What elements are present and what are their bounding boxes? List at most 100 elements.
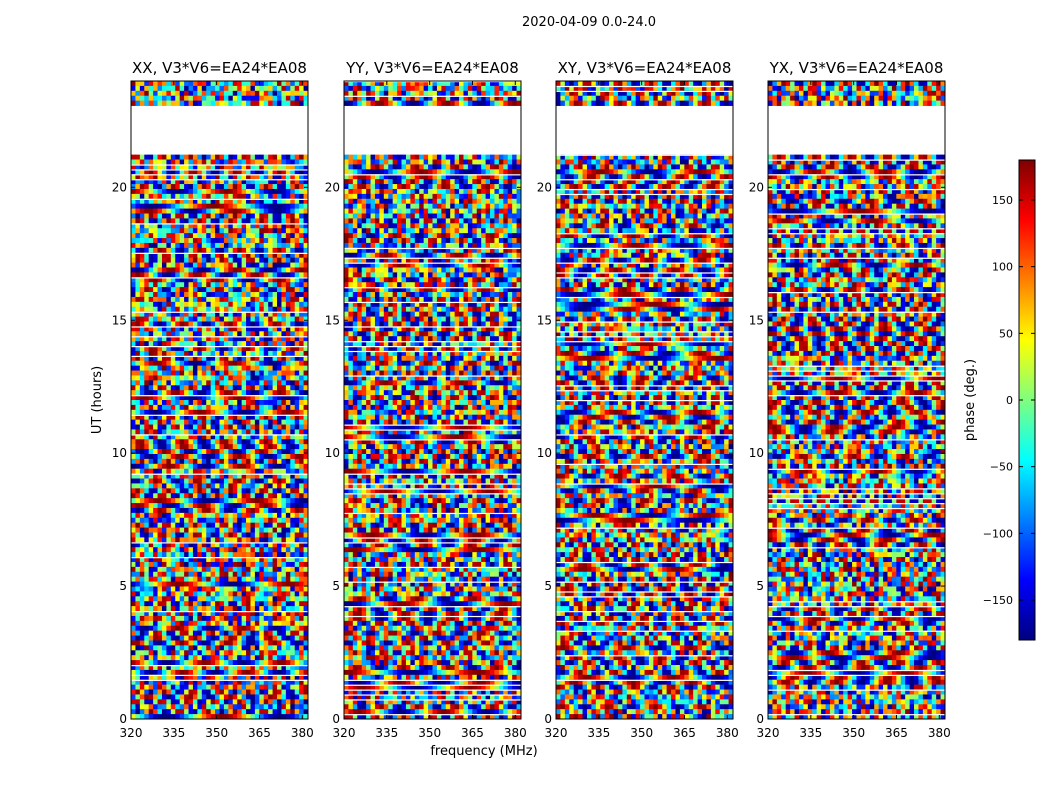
heatmap-cell bbox=[281, 233, 286, 238]
heatmap-cell bbox=[246, 292, 251, 297]
heatmap-cell bbox=[299, 160, 304, 165]
heatmap-cell bbox=[228, 101, 233, 106]
heatmap-cell bbox=[277, 282, 282, 287]
heatmap-cell bbox=[189, 287, 194, 292]
heatmap-cell bbox=[250, 282, 255, 287]
heatmap-cell bbox=[228, 302, 233, 307]
heatmap-cell bbox=[206, 272, 211, 277]
heatmap-cell bbox=[242, 160, 247, 165]
heatmap-cell bbox=[189, 194, 194, 199]
heatmap-cell bbox=[171, 341, 176, 346]
heatmap-cell bbox=[281, 272, 286, 277]
heatmap-cell bbox=[290, 331, 295, 336]
heatmap-cell bbox=[299, 258, 304, 263]
heatmap-cell bbox=[184, 184, 189, 189]
heatmap-cell bbox=[233, 272, 238, 277]
heatmap-cell bbox=[166, 243, 171, 248]
heatmap-cell bbox=[193, 258, 198, 263]
heatmap-cell bbox=[273, 214, 278, 219]
heatmap-cell bbox=[220, 385, 225, 390]
heatmap-cell bbox=[193, 287, 198, 292]
heatmap-cell bbox=[277, 263, 282, 268]
heatmap-cell bbox=[158, 194, 163, 199]
heatmap-cell bbox=[153, 248, 158, 253]
heatmap-cell bbox=[135, 341, 140, 346]
heatmap-cell bbox=[228, 380, 233, 385]
heatmap-cell bbox=[149, 292, 154, 297]
heatmap-cell bbox=[268, 214, 273, 219]
heatmap-cell bbox=[158, 214, 163, 219]
heatmap-cell bbox=[184, 287, 189, 292]
heatmap-cell bbox=[224, 341, 229, 346]
heatmap-cell bbox=[242, 233, 247, 238]
heatmap-cell bbox=[189, 380, 194, 385]
heatmap-cell bbox=[224, 238, 229, 243]
heatmap-cell bbox=[246, 302, 251, 307]
heatmap-cell bbox=[189, 233, 194, 238]
heatmap-cell bbox=[149, 375, 154, 380]
heatmap-cell bbox=[242, 194, 247, 199]
heatmap-cell bbox=[250, 96, 255, 101]
heatmap-cell bbox=[211, 248, 216, 253]
heatmap-cell bbox=[242, 238, 247, 243]
heatmap-cell bbox=[281, 341, 286, 346]
row-gap bbox=[131, 164, 308, 165]
heatmap-cell bbox=[135, 184, 140, 189]
heatmap-cell bbox=[144, 204, 149, 209]
heatmap-cell bbox=[197, 287, 202, 292]
heatmap-cell bbox=[144, 258, 149, 263]
heatmap-cell bbox=[237, 194, 242, 199]
heatmap-cell bbox=[250, 189, 255, 194]
heatmap-cell bbox=[140, 351, 145, 356]
heatmap-cell bbox=[140, 204, 145, 209]
heatmap-cell bbox=[206, 233, 211, 238]
heatmap-cell bbox=[250, 81, 255, 86]
heatmap-cell bbox=[242, 375, 247, 380]
heatmap-cell bbox=[228, 341, 233, 346]
heatmap-cell bbox=[224, 194, 229, 199]
heatmap-cell bbox=[255, 267, 260, 272]
heatmap-cell bbox=[144, 272, 149, 277]
heatmap-cell bbox=[166, 287, 171, 292]
heatmap-cell bbox=[193, 321, 198, 326]
heatmap-cell bbox=[166, 272, 171, 277]
heatmap-cell bbox=[273, 184, 278, 189]
heatmap-cell bbox=[175, 307, 180, 312]
heatmap-cell bbox=[158, 287, 163, 292]
heatmap-cell bbox=[166, 302, 171, 307]
heatmap-cell bbox=[281, 189, 286, 194]
heatmap-cell bbox=[220, 214, 225, 219]
heatmap-cell bbox=[295, 351, 300, 356]
heatmap-cell bbox=[149, 228, 154, 233]
heatmap-cell bbox=[215, 238, 220, 243]
heatmap-cell bbox=[144, 184, 149, 189]
heatmap-cell bbox=[175, 366, 180, 371]
heatmap-cell bbox=[290, 81, 295, 86]
heatmap-cell bbox=[277, 307, 282, 312]
heatmap-cell bbox=[295, 297, 300, 302]
heatmap-cell bbox=[184, 228, 189, 233]
heatmap-cell bbox=[250, 341, 255, 346]
row-gap bbox=[131, 169, 308, 170]
heatmap-cell bbox=[202, 263, 207, 268]
heatmap-cell bbox=[295, 287, 300, 292]
heatmap-cell bbox=[206, 228, 211, 233]
heatmap-cell bbox=[158, 307, 163, 312]
heatmap-cell bbox=[215, 317, 220, 322]
heatmap-cell bbox=[184, 189, 189, 194]
heatmap-cell bbox=[162, 297, 167, 302]
heatmap-cell bbox=[175, 160, 180, 165]
heatmap-cell bbox=[211, 272, 216, 277]
heatmap-cell bbox=[144, 96, 149, 101]
heatmap-cell bbox=[180, 272, 185, 277]
heatmap-cell bbox=[220, 258, 225, 263]
heatmap-cell bbox=[193, 189, 198, 194]
heatmap-cell bbox=[295, 366, 300, 371]
heatmap-cell bbox=[197, 263, 202, 268]
heatmap-cell bbox=[153, 214, 158, 219]
heatmap-cell bbox=[175, 385, 180, 390]
heatmap-cell bbox=[242, 204, 247, 209]
figure-suptitle: 2020-04-09 0.0-24.0 bbox=[522, 15, 656, 30]
row-gap bbox=[131, 174, 308, 175]
heatmap-cell bbox=[233, 209, 238, 214]
